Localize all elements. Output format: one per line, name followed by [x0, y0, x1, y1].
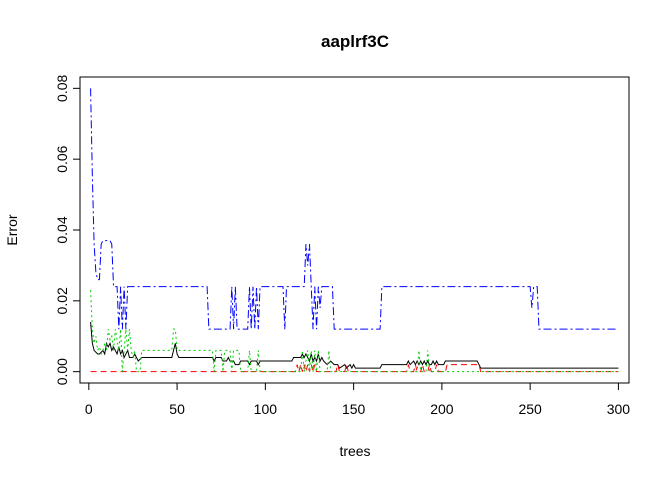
x-axis: 0 50 100 150 200 250 300 [85, 382, 631, 417]
x-tick-label: 300 [607, 401, 631, 417]
y-axis-label: Error [4, 214, 20, 245]
x-tick-label: 50 [169, 401, 185, 417]
series-layer [90, 88, 619, 373]
x-tick-label: 200 [430, 401, 454, 417]
y-axis: 0.00 0.02 0.04 0.06 0.08 [54, 74, 81, 385]
y-tick-label: 0.04 [54, 216, 70, 243]
x-tick-label: 0 [85, 401, 93, 417]
series-line-oob [90, 322, 619, 370]
series-line-class1 [90, 364, 619, 373]
y-tick-label: 0.02 [54, 287, 70, 314]
series-line-class2 [90, 290, 619, 373]
series-line-class3 [90, 88, 619, 330]
chart-title: aaplrf3C [321, 32, 389, 51]
x-tick-label: 100 [254, 401, 278, 417]
x-axis-label: trees [339, 443, 370, 459]
y-tick-label: 0.08 [54, 74, 70, 101]
y-tick-label: 0.06 [54, 145, 70, 172]
x-tick-label: 150 [342, 401, 366, 417]
x-tick-label: 250 [518, 401, 542, 417]
y-tick-label: 0.00 [54, 358, 70, 385]
